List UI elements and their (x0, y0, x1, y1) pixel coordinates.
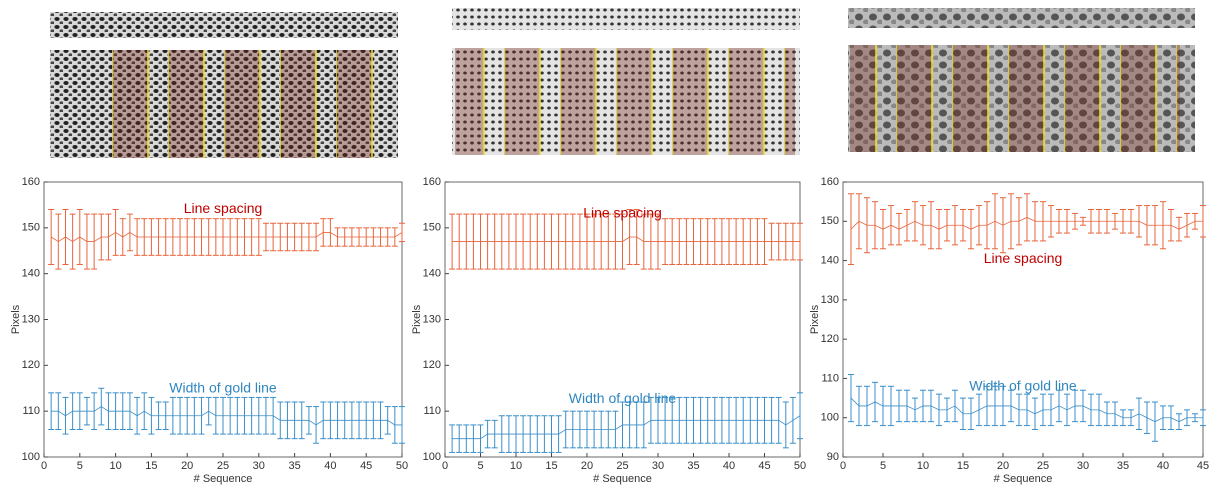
error-bar (399, 222, 405, 243)
x-tick-label: 35 (1117, 460, 1129, 472)
series-label: Line spacing (583, 205, 662, 221)
y-tick-label: 120 (423, 359, 441, 371)
y-axis-label: Pixels (411, 304, 423, 334)
x-tick-label: 20 (997, 460, 1009, 472)
series-line (452, 236, 800, 242)
y-tick-label: 120 (821, 333, 839, 345)
y-tick-label: 160 (22, 176, 40, 188)
x-tick-label: 30 (1077, 460, 1089, 472)
x-tick-label: 40 (1157, 460, 1169, 472)
x-tick-label: 50 (396, 460, 408, 472)
x-axis-label: # Sequence (994, 473, 1053, 485)
y-tick-label: 150 (22, 222, 40, 234)
y-tick-label: 110 (22, 405, 40, 417)
x-tick-label: 10 (510, 460, 522, 472)
series-label: Width of gold line (169, 380, 277, 396)
y-tick-label: 150 (423, 222, 441, 234)
x-tick-label: 0 (840, 460, 846, 472)
series-line (850, 397, 1203, 423)
x-axis-label: # Sequence (593, 473, 652, 485)
x-tick-label: 20 (581, 460, 593, 472)
image-panel-1 (50, 12, 398, 158)
chart: 100 110 120 130 140 150 160 0 5 10 15 20 25 30 35 40 45 5… (411, 176, 806, 485)
x-tick-label: 10 (917, 460, 929, 472)
series-label: Line spacing (184, 200, 263, 216)
x-tick-label: 20 (181, 460, 193, 472)
y-tick-label: 140 (423, 268, 441, 280)
y-axis-label: Pixels (10, 304, 22, 334)
x-tick-label: 10 (109, 460, 121, 472)
x-tick-label: 45 (360, 460, 372, 472)
y-tick-label: 150 (821, 215, 839, 227)
series-line (50, 231, 403, 243)
plot-area (842, 181, 1204, 458)
y-tick-label: 100 (22, 451, 40, 463)
y-tick-label: 110 (821, 372, 839, 384)
y-tick-label: 140 (821, 254, 839, 266)
y-tick-label: 140 (22, 268, 40, 280)
series-line (51, 406, 402, 426)
x-tick-label: 40 (324, 460, 336, 472)
x-tick-label: 35 (687, 460, 699, 472)
y-tick-label: 130 (22, 313, 40, 325)
x-tick-label: 30 (253, 460, 265, 472)
x-tick-label: 0 (41, 460, 47, 472)
x-tick-label: 35 (288, 460, 300, 472)
x-tick-label: 15 (145, 460, 157, 472)
y-axis-label: Pixels (809, 304, 821, 334)
y-tick-label: 130 (821, 294, 839, 306)
y-tick-label: 160 (821, 176, 839, 188)
y-tick-label: 100 (423, 451, 441, 463)
series-label: Width of gold line (969, 378, 1077, 394)
y-tick-label: 100 (821, 412, 839, 424)
series-line (452, 415, 801, 440)
x-tick-label: 25 (217, 460, 229, 472)
y-tick-label: 90 (827, 451, 839, 463)
y-tick-label: 130 (423, 313, 441, 325)
x-tick-label: 25 (616, 460, 628, 472)
x-tick-label: 5 (477, 460, 483, 472)
series-line (850, 216, 1203, 230)
chart: 90 100 110 120 130 140 150 160 0 5 10 15 20 25 30 35 40 4… (809, 176, 1209, 485)
x-tick-label: 30 (652, 460, 664, 472)
image-panel-2 (452, 8, 800, 155)
x-tick-label: 40 (723, 460, 735, 472)
series-label: Width of gold line (569, 390, 677, 406)
x-tick-label: 5 (880, 460, 886, 472)
x-tick-label: 15 (957, 460, 969, 472)
series-label: Line spacing (984, 250, 1063, 266)
y-tick-label: 110 (423, 405, 441, 417)
x-tick-label: 5 (77, 460, 83, 472)
x-axis-label: # Sequence (194, 473, 253, 485)
x-tick-label: 50 (794, 460, 806, 472)
y-tick-label: 160 (423, 176, 441, 188)
y-tick-label: 120 (22, 359, 40, 371)
x-tick-label: 45 (758, 460, 770, 472)
x-tick-label: 25 (1037, 460, 1049, 472)
x-tick-label: 0 (442, 460, 448, 472)
image-panel-3 (848, 8, 1195, 152)
error-bar (848, 374, 854, 423)
chart: 100 110 120 130 140 150 160 0 5 10 15 20 25 30 35 40 45 5… (10, 176, 408, 485)
x-tick-label: 45 (1197, 460, 1209, 472)
x-tick-label: 15 (545, 460, 557, 472)
